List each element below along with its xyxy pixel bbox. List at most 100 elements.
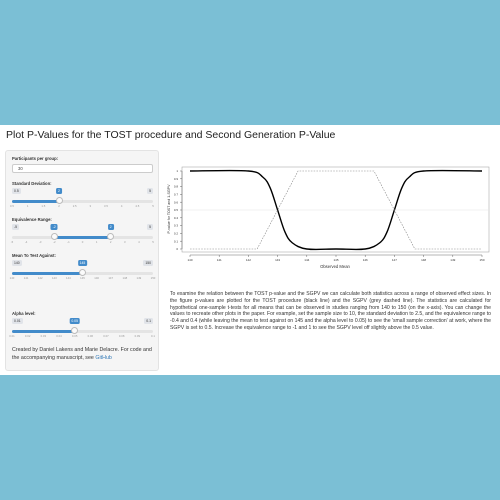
alpha-slider-track (12, 330, 153, 333)
y-tick-label: 0.3 (174, 224, 179, 228)
participants-input[interactable]: 30 (12, 164, 153, 173)
x-tick-label: 144 (304, 258, 309, 262)
credit-text: Created by Daniel Lakens and Marie Delac… (12, 347, 154, 362)
github-link[interactable]: GitHub (95, 354, 112, 361)
alpha-tick-label: 0.01 (9, 334, 15, 338)
sgpv-dashed-line (190, 170, 482, 250)
eq-tick-label: 2 (109, 240, 112, 244)
y-tick-label: 0.5 (174, 208, 179, 212)
alpha-slider-handle[interactable] (71, 327, 79, 334)
sd-max-label: 5 (147, 188, 153, 194)
eq-tick-label: -2 (53, 240, 56, 244)
eq-tick-labels: -5 -4 -3 -2 -1 0 1 2 3 4 5 (10, 240, 154, 246)
mean-tick-labels: 140 141 142 143 144 145 146 147 148 149 150 (9, 276, 156, 282)
sd-tick-label: 2 (58, 204, 60, 208)
mean-current-label: 145 (77, 260, 88, 266)
eq-tick-label: -1 (67, 240, 70, 244)
x-tick-label: 145 (333, 258, 338, 262)
x-tick-label: 146 (363, 258, 368, 262)
mean-tick-label: 143 (51, 276, 57, 280)
mean-tick-label: 148 (122, 276, 128, 280)
eq-tick-label: 4 (138, 240, 140, 244)
y-tick-label: 0.7 (174, 193, 179, 197)
sd-tick-label: 0.5 (10, 204, 14, 208)
alpha-tick-label: 0.08 (118, 334, 125, 338)
eq-low-label: -2 (50, 224, 58, 230)
y-axis-ticks: 0 0.1 0.2 0.3 0.4 0.5 0.6 0.7 0.8 0.9 1 (174, 169, 183, 251)
sd-label: Standard Deviation: (12, 181, 52, 186)
sd-slider[interactable]: 0.5 2 5 0.5 1 1.5 2 2.5 3 3.5 4 4.5 5 (10, 187, 154, 210)
x-tick-label: 141 (217, 258, 222, 262)
eq-slider-high-handle[interactable] (107, 233, 115, 240)
description-text: To examine the relation between the TOST… (170, 291, 491, 331)
y-tick-label: 0 (176, 247, 178, 251)
x-tick-label: 149 (450, 258, 455, 262)
x-tick-label: 142 (246, 258, 251, 262)
mean-tick-label: 141 (23, 276, 29, 280)
sd-tick-label: 3.5 (104, 204, 108, 208)
equivalence-range-slider[interactable]: -5 -2 2 5 -5 -4 -3 -2 -1 0 1 2 3 4 5 (10, 223, 154, 246)
alpha-tick-label: 0.05 (71, 334, 78, 338)
sd-min-label: 0.5 (12, 188, 21, 194)
participants-label: Participants per group: (12, 156, 59, 161)
sd-tick-label: 1 (26, 204, 29, 208)
tost-pvalue-line (189, 169, 483, 251)
y-tick-label: 1 (176, 169, 178, 173)
equivalence-range-label: Equivalence Range: (12, 217, 52, 222)
y-tick-label: 0.9 (174, 177, 179, 181)
alpha-max-label: 0.1 (144, 318, 153, 324)
y-tick-label: 0.6 (174, 200, 179, 204)
sd-tick-label: 2.5 (72, 204, 77, 208)
eq-tick-label: 0 (81, 240, 84, 244)
sd-tick-labels: 0.5 1 1.5 2 2.5 3 3.5 4 4.5 5 (10, 204, 154, 210)
plot-series (189, 169, 483, 251)
alpha-tick-label: 0.06 (87, 334, 94, 338)
x-tick-label: 143 (275, 258, 280, 262)
alpha-tick-label: 0.03 (40, 334, 47, 338)
alpha-slider[interactable]: 0.01 0.05 0.1 0.01 0.02 0.03 0.04 0.05 0.06 0.… (9, 317, 155, 340)
alpha-tick-label: 0.09 (134, 334, 141, 338)
x-tick-label: 140 (187, 258, 192, 262)
alpha-tick-label: 0.04 (56, 334, 62, 338)
eq-slider-fill (54, 236, 111, 239)
mean-tick-label: 150 (150, 276, 156, 280)
mean-slider-handle[interactable] (79, 269, 86, 276)
mean-max-label: 150 (143, 260, 153, 266)
alpha-tick-labels: 0.01 0.02 0.03 0.04 0.05 0.06 0.07 0.08 0.09 0.1 (9, 334, 155, 340)
eq-min-label: -5 (12, 224, 20, 230)
mean-min-label: 140 (12, 260, 22, 266)
eq-max-label: 5 (147, 224, 153, 230)
alpha-min-label: 0.01 (12, 318, 23, 324)
sd-slider-track (12, 200, 153, 203)
y-tick-label: 0.4 (174, 216, 179, 220)
app-page: Plot P-Values for the TOST procedure and… (0, 125, 500, 375)
sd-tick-label: 3 (89, 204, 92, 208)
mean-tick-label: 144 (66, 276, 71, 280)
eq-slider-low-handle[interactable] (50, 233, 58, 240)
alpha-tick-label: 0.02 (24, 334, 31, 338)
sd-slider-handle[interactable] (55, 197, 63, 204)
pvalue-plot: 00.10.20.30.40.50.60.70.80.91 140 141 142 1… (167, 166, 490, 269)
x-tick-label: 147 (392, 258, 397, 262)
sd-tick-label: 4.5 (135, 204, 140, 208)
mean-slider[interactable]: 140 145 150 140 141 142 143 144 145 146 147 148 1… (9, 259, 156, 282)
page-title: Plot P-Values for the TOST procedure and… (6, 129, 336, 141)
mean-tick-label: 140 (9, 276, 15, 280)
mean-slider-fill (12, 272, 83, 275)
sd-tick-label: 1.5 (41, 204, 46, 208)
y-tick-label: 0.1 (174, 239, 179, 243)
eq-tick-label: -4 (24, 240, 28, 244)
alpha-tick-label: 0.07 (103, 334, 109, 338)
sd-tick-label: 5 (152, 204, 154, 208)
y-axis-label: P-value for TOST and 1-SGPV (167, 184, 171, 234)
mean-tick-label: 149 (136, 276, 142, 280)
y-tick-label: 0.8 (174, 185, 179, 189)
plot-area (181, 166, 490, 253)
sd-tick-label: 4 (120, 204, 123, 208)
eq-tick-label: -5 (10, 240, 14, 244)
alpha-slider-fill (12, 330, 75, 333)
eq-tick-label: 3 (124, 240, 126, 244)
alpha-tick-label: 0.1 (151, 334, 155, 338)
sidebar-panel: Participants per group: 30 Standard Devi… (5, 150, 159, 371)
x-axis-label: Observed Mean (320, 264, 350, 269)
